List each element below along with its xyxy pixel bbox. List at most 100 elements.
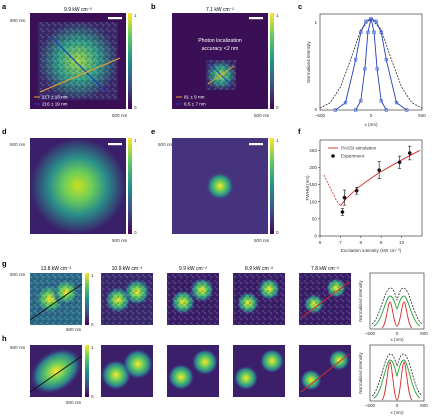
data-point-c — [359, 99, 363, 103]
profile-line — [29, 283, 83, 321]
x-tick-g-3: 500 — [420, 331, 428, 336]
profile-h-red — [381, 361, 413, 401]
axis-top-label: 500 nm — [10, 18, 25, 23]
experiment-point — [342, 195, 347, 200]
legend-a-2: 216 ± 19 nm — [42, 102, 68, 107]
image-h-5-spot-1 — [300, 369, 322, 391]
data-point-c — [359, 30, 363, 34]
profile-g-red — [381, 301, 413, 329]
axis-right-label: 500 nm — [112, 113, 127, 118]
axis-right-label: 500 nm — [254, 113, 269, 118]
panel-g: g 500 nm 1 0 500 nm 13.8 kW cm⁻² 10.9 kW… — [2, 259, 428, 342]
panel-b-title: 7.1 kW cm⁻² — [206, 7, 234, 13]
profile-g-green — [373, 295, 421, 327]
panel-letter-g: g — [2, 259, 7, 268]
profile-curve-1 — [319, 18, 423, 109]
scale-bar — [108, 143, 122, 146]
profile-line-orange — [207, 65, 235, 85]
data-point-c — [354, 108, 358, 112]
axis-top-label: 500 nm — [158, 142, 173, 147]
image-g-3-noise — [167, 273, 219, 325]
plot-frame-g — [369, 272, 425, 330]
colorbar-min: 0 — [276, 105, 279, 110]
legend-a-1: 217 ± 18 nm — [42, 95, 68, 100]
title-g-5: 7.8 kW cm⁻² — [311, 266, 339, 272]
axis-right-label: 500 nm — [66, 327, 81, 332]
annotation-line-1: Photon localization — [198, 38, 242, 44]
profile-line-red — [300, 353, 350, 393]
colorbar-min: 0 — [134, 230, 137, 235]
plot-frame-f — [319, 139, 423, 237]
plot-frame-h — [369, 344, 425, 402]
x-tick-g-1: –500 — [365, 331, 376, 336]
panel-letter-e: e — [151, 127, 155, 136]
plot-frame-c — [319, 13, 423, 111]
panel-letter-c: c — [298, 2, 302, 11]
image-h-3-spot-2 — [192, 349, 218, 375]
legend-f-2: Experiment — [341, 154, 365, 159]
colorbar-b — [270, 13, 274, 109]
simulation-curve-dashed — [323, 174, 341, 207]
x-tick-label-f: 6 — [319, 240, 322, 245]
x-tick-c-3: 500 — [418, 113, 426, 118]
legend-b-1: 81 ± 9 nm — [184, 95, 205, 100]
experiment-point — [340, 210, 345, 214]
x-axis-label-f: Excitation intensity (kW cm⁻²) — [341, 248, 402, 253]
colorbar-min: 0 — [91, 394, 94, 399]
legend-f-1: PASSI simulation — [341, 146, 377, 151]
colorbar-a — [128, 13, 132, 109]
colorbar-d — [128, 138, 132, 234]
colorbar-max: 1 — [134, 138, 137, 143]
axis-right-label: 500 nm — [254, 238, 269, 243]
panel-letter-b: b — [151, 2, 156, 11]
annotation-line-2: accuracy <2 nm — [202, 46, 239, 52]
panel-h: h 500 nm 1 0 500 nm Normalized intensity… — [2, 334, 428, 415]
image-g-4-noise — [233, 273, 285, 325]
data-point-c — [374, 19, 378, 23]
y-tick-label-f: 250 — [309, 148, 317, 153]
x-tick-label-f: 10 — [399, 240, 405, 245]
image-h-4-spot-1 — [234, 366, 258, 390]
data-point-c — [379, 30, 383, 34]
x-tick-c-1: –500 — [315, 113, 326, 118]
data-point-c — [384, 58, 388, 62]
data-point-c — [366, 30, 370, 34]
panel-a: a 500 nm 9.9 kW cm⁻² 217 ± 18 nm 216 ± 1… — [2, 2, 137, 118]
title-g-3: 9.9 kW cm⁻² — [179, 266, 207, 272]
image-h-5-spot-2 — [328, 349, 350, 371]
x-tick-label-f: 7 — [339, 240, 342, 245]
data-point-c — [372, 30, 376, 34]
x-tick-label-f: 9 — [380, 240, 383, 245]
y-tick-c-0: 0 — [314, 107, 317, 112]
data-point-c — [379, 99, 383, 103]
image-g-2-noise — [101, 273, 153, 325]
image-h-4-spot-2 — [260, 349, 284, 373]
scale-bar — [108, 17, 122, 20]
y-axis-label-c: Normalized intensity — [306, 41, 311, 83]
x-tick-h-1: –500 — [365, 403, 376, 408]
data-point-c — [369, 16, 373, 21]
title-g-4: 8.9 kW cm⁻² — [245, 266, 273, 272]
image-a-noise — [38, 22, 118, 100]
panel-e: e 500 nm 1 0 500 nm — [151, 127, 279, 243]
y-tick-label-f: 100 — [309, 199, 317, 204]
profile-g-dashed — [371, 287, 423, 325]
experiment-point — [397, 160, 402, 165]
data-point-c — [363, 67, 367, 71]
image-g-1-noise — [30, 273, 82, 325]
image-h-2-spot-2 — [123, 349, 153, 379]
image-d-spot — [30, 138, 126, 234]
data-point-c — [384, 108, 388, 112]
panel-letter-d: d — [2, 127, 7, 136]
profile-h-dashed — [371, 353, 423, 397]
x-tick-label-f: 8 — [360, 240, 363, 245]
colorbar-e — [270, 138, 274, 234]
data-point-c — [364, 19, 368, 23]
axis-right-label: 500 nm — [66, 400, 81, 405]
x-tick-g-2: 0 — [396, 331, 399, 336]
profile-h-green — [373, 359, 421, 399]
y-tick-label-f: 200 — [309, 165, 317, 170]
panel-a-title: 9.9 kW cm⁻² — [64, 7, 92, 13]
profile-line-orange — [39, 57, 121, 93]
